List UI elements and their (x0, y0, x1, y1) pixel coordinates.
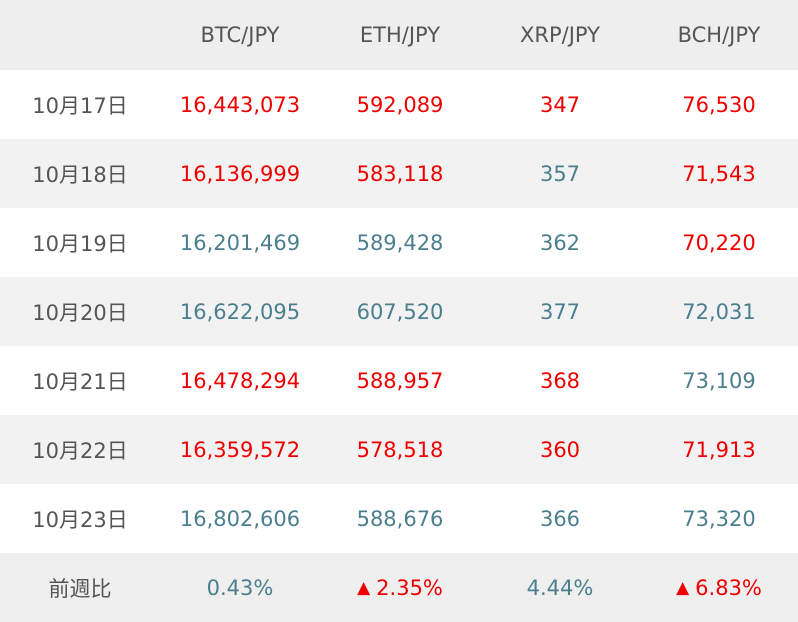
table-row: 10月20日 16,622,095 607,520 377 72,031 (0, 277, 798, 346)
price-cell-btc: 16,443,073 (179, 92, 301, 117)
table-row: 10月17日 16,443,073 592,089 347 76,530 (0, 70, 798, 139)
summary-value: 6.83% (695, 575, 762, 600)
price-cell-xrp: 360 (539, 437, 581, 462)
price-cell-eth: 589,428 (356, 230, 444, 255)
summary-value: 0.43% (206, 575, 274, 600)
row-date: 10月21日 (32, 369, 128, 394)
header-eth-jpy: ETH/JPY (359, 23, 441, 47)
price-cell-eth: 583,118 (356, 161, 444, 186)
header-xrp-jpy: XRP/JPY (520, 23, 600, 47)
price-cell-xrp: 362 (539, 230, 581, 255)
header-btc-jpy: BTC/JPY (200, 23, 280, 47)
summary-cell-bch: ▲ 6.83% (640, 553, 798, 622)
header-bch-jpy: BCH/JPY (677, 23, 761, 47)
row-date: 10月19日 (32, 231, 128, 256)
row-date: 10月20日 (32, 300, 128, 325)
summary-row: 前週比 0.43% ▲ 2.35% 4.44% ▲ 6.83% (0, 553, 798, 622)
price-cell-eth: 588,957 (356, 368, 444, 393)
summary-value: 4.44% (526, 575, 594, 600)
price-cell-xrp: 377 (539, 299, 581, 324)
summary-label: 前週比 (48, 576, 112, 601)
price-cell-btc: 16,478,294 (179, 368, 301, 393)
header-corner (0, 0, 160, 70)
header-row: BTC/JPY ETH/JPY XRP/JPY BCH/JPY (0, 0, 798, 70)
up-triangle-icon: ▲ (357, 577, 371, 598)
price-cell-xrp: 368 (539, 368, 581, 393)
price-cell-bch: 71,543 (682, 161, 756, 186)
summary-cell-xrp: 4.44% (480, 553, 640, 622)
up-triangle-icon: ▲ (676, 577, 690, 598)
row-date: 10月22日 (32, 438, 128, 463)
summary-cell-eth: ▲ 2.35% (320, 553, 480, 622)
price-cell-btc: 16,201,469 (179, 230, 301, 255)
row-date: 10月23日 (32, 507, 128, 532)
price-cell-xrp: 366 (539, 506, 581, 531)
price-cell-eth: 607,520 (356, 299, 444, 324)
row-date: 10月17日 (32, 93, 128, 118)
price-cell-bch: 73,320 (682, 506, 756, 531)
price-cell-bch: 73,109 (682, 368, 756, 393)
price-cell-bch: 76,530 (682, 92, 756, 117)
summary-value: 2.35% (376, 575, 443, 600)
price-cell-btc: 16,802,606 (179, 506, 301, 531)
table-row: 10月21日 16,478,294 588,957 368 73,109 (0, 346, 798, 415)
price-cell-eth: 578,518 (356, 437, 444, 462)
price-cell-bch: 72,031 (682, 299, 756, 324)
table-row: 10月23日 16,802,606 588,676 366 73,320 (0, 484, 798, 553)
price-cell-btc: 16,622,095 (179, 299, 301, 324)
price-cell-eth: 592,089 (356, 92, 444, 117)
price-cell-btc: 16,136,999 (179, 161, 301, 186)
price-cell-xrp: 347 (539, 92, 581, 117)
price-cell-eth: 588,676 (356, 506, 444, 531)
table-row: 10月22日 16,359,572 578,518 360 71,913 (0, 415, 798, 484)
price-cell-bch: 71,913 (682, 437, 756, 462)
row-date: 10月18日 (32, 162, 128, 187)
price-cell-btc: 16,359,572 (179, 437, 301, 462)
price-cell-xrp: 357 (539, 161, 581, 186)
table-row: 10月19日 16,201,469 589,428 362 70,220 (0, 208, 798, 277)
table-row: 10月18日 16,136,999 583,118 357 71,543 (0, 139, 798, 208)
price-cell-bch: 70,220 (682, 230, 756, 255)
summary-cell-btc: 0.43% (160, 553, 320, 622)
